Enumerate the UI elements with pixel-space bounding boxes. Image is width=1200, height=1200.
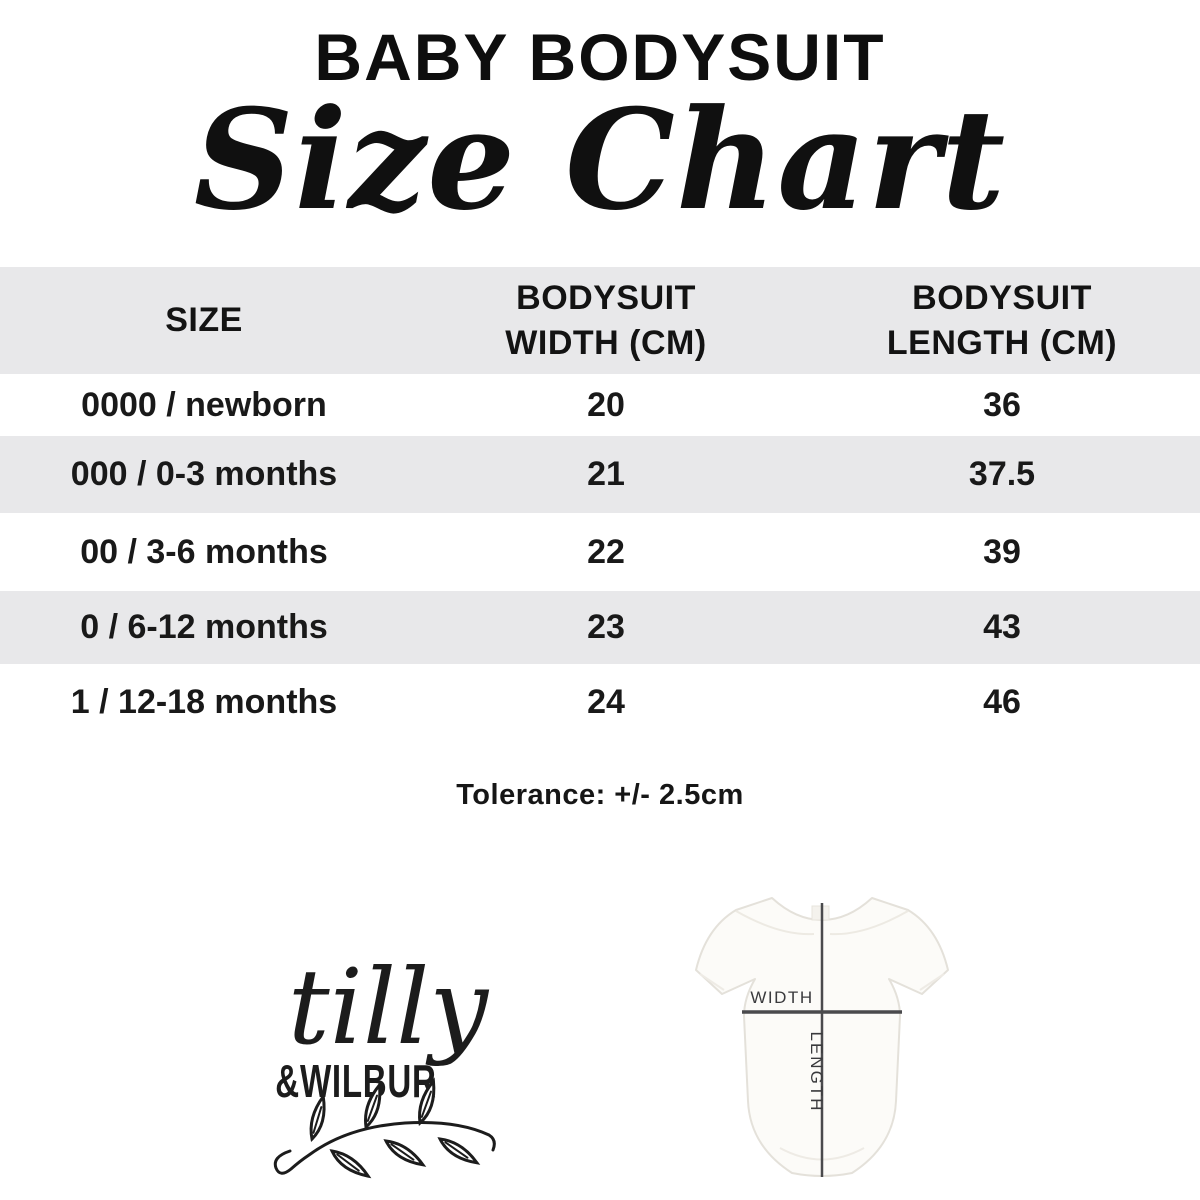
width-value: 21 [587, 455, 625, 493]
length-value: 37.5 [968, 455, 1036, 493]
neck-tag [811, 905, 830, 921]
page-script-title: Size Chart [193, 78, 1007, 241]
length-value: 36 [983, 385, 1021, 424]
column-header-size: SIZE [165, 301, 243, 340]
brand-caps-name: &WILBUR [275, 1057, 436, 1107]
length-value: 46 [983, 683, 1021, 721]
table-row: 000 / 0-3 months 21 37.5 [0, 436, 1200, 513]
width-value: 24 [587, 683, 625, 721]
table-row: 00 / 3-6 months 22 39 [0, 513, 1200, 591]
size-table: SIZE BODYSUIT WIDTH (CM) BODYSUIT LENGTH… [0, 267, 1200, 741]
size-value: 00 / 3-6 months [80, 532, 328, 571]
width-label: WIDTH [750, 988, 813, 1007]
width-value: 22 [587, 532, 625, 571]
column-header-width: BODYSUIT WIDTH (CM) [505, 279, 707, 362]
width-value: 20 [587, 385, 625, 424]
column-header-length: BODYSUIT LENGTH (CM) [886, 279, 1118, 362]
length-label: LENGTH [807, 1032, 826, 1113]
table-header-row: SIZE BODYSUIT WIDTH (CM) BODYSUIT LENGTH… [0, 267, 1200, 374]
page-title: BABY BODYSUIT [314, 20, 886, 94]
table-row: 0 / 6-12 months 23 43 [0, 591, 1200, 664]
size-value: 000 / 0-3 months [70, 455, 338, 493]
table-row: 1 / 12-18 months 24 46 [0, 664, 1200, 741]
brand-caps-name-group: &WILBUR [275, 1057, 436, 1107]
table-row: 0000 / newborn 20 36 [0, 374, 1200, 436]
tolerance-note: Tolerance: +/- 2.5cm [456, 779, 744, 811]
bodysuit-measurement-diagram: WIDTH LENGTH [695, 897, 949, 1177]
width-value: 23 [587, 608, 625, 646]
brand-script-name: tilly [288, 946, 490, 1068]
laurel-branch-icon [273, 1079, 496, 1185]
size-value: 0000 / newborn [81, 385, 327, 424]
length-value: 43 [983, 608, 1021, 646]
brand-logo: tilly &WILBUR [273, 946, 496, 1185]
length-value: 39 [983, 532, 1021, 571]
size-value: 0 / 6-12 months [80, 608, 328, 646]
size-value: 1 / 12-18 months [70, 683, 338, 721]
measurement-lines: WIDTH LENGTH [742, 903, 902, 1177]
